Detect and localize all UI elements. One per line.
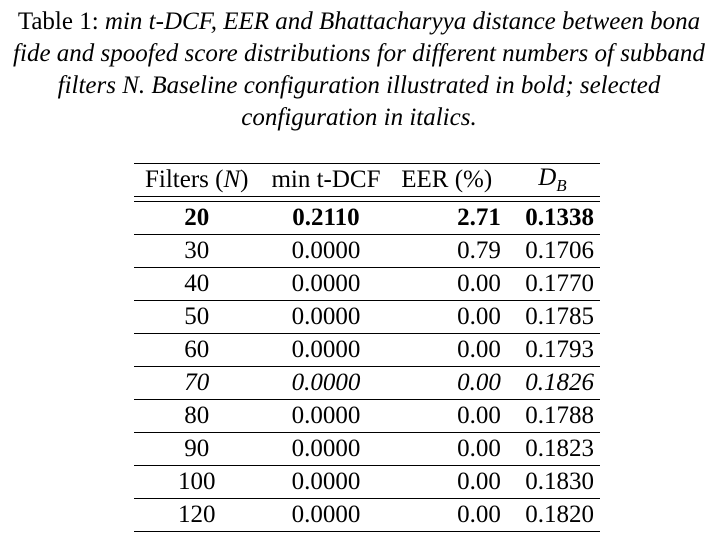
cell-db: 0.1793 (510, 333, 600, 367)
cell-db: 0.1788 (510, 399, 600, 433)
header-eer: EER (%) (392, 163, 511, 197)
cell-db: 0.1826 (510, 366, 600, 400)
cell-db: 0.1830 (510, 465, 600, 499)
cell-min-tdcf: 0.0000 (259, 234, 393, 268)
cell-eer: 0.79 (392, 234, 511, 268)
cell-min-tdcf: 0.0000 (259, 267, 393, 301)
table-row: 50 0.0000 0.00 0.1785 (134, 300, 600, 334)
cell-min-tdcf: 0.0000 (259, 333, 393, 367)
header-filters: Filters (N) (134, 163, 260, 197)
header-db-subscript: B (556, 176, 567, 195)
double-rule (134, 196, 600, 202)
cell-min-tdcf: 0.0000 (259, 432, 393, 466)
header-filters-suffix: ) (240, 166, 249, 193)
cell-filters: 20 (134, 201, 260, 235)
table-row: 120 0.0000 0.00 0.1820 (134, 498, 600, 532)
table-header: Filters (N) min t-DCF EER (%) DB (134, 163, 600, 197)
table-caption: Table 1: min t-DCF, EER and Bhattacharyy… (0, 6, 718, 134)
cell-min-tdcf: 0.0000 (259, 366, 393, 400)
cell-min-tdcf: 0.0000 (259, 300, 393, 334)
cell-db: 0.1820 (510, 498, 600, 532)
table-row: 100 0.0000 0.00 0.1830 (134, 465, 600, 499)
cell-eer: 0.00 (392, 432, 511, 466)
cell-eer: 0.00 (392, 267, 511, 301)
cell-eer: 0.00 (392, 333, 511, 367)
double-rule-cell (134, 196, 600, 202)
header-min-tdcf: min t-DCF (259, 163, 393, 197)
table-row: 90 0.0000 0.00 0.1823 (134, 432, 600, 466)
header-filters-symbol: N (223, 166, 241, 193)
cell-filters: 40 (134, 267, 260, 301)
table-row: 60 0.0000 0.00 0.1793 (134, 333, 600, 367)
cell-filters: 30 (134, 234, 260, 268)
cell-min-tdcf: 0.0000 (259, 465, 393, 499)
header-db-symbol: D (538, 164, 557, 191)
cell-db: 0.1338 (510, 201, 600, 235)
table-row: 80 0.0000 0.00 0.1788 (134, 399, 600, 433)
table-body: 20 0.2110 2.71 0.1338 30 0.0000 0.79 0.1706 40 0.… (134, 201, 600, 532)
cell-filters: 100 (134, 465, 260, 499)
cell-filters: 80 (134, 399, 260, 433)
cell-min-tdcf: 0.2110 (259, 201, 393, 235)
cell-min-tdcf: 0.0000 (259, 498, 393, 532)
caption-text: min t-DCF, EER and Bhattacharyya distanc… (13, 8, 705, 131)
cell-eer: 0.00 (392, 498, 511, 532)
cell-db: 0.1823 (510, 432, 600, 466)
cell-filters: 90 (134, 432, 260, 466)
cell-filters: 50 (134, 300, 260, 334)
table-row: 30 0.0000 0.79 0.1706 (134, 234, 600, 268)
cell-db: 0.1706 (510, 234, 600, 268)
cell-eer: 0.00 (392, 465, 511, 499)
results-table-container: Filters (N) min t-DCF EER (%) DB 20 0.211… (134, 163, 600, 532)
cell-filters: 120 (134, 498, 260, 532)
header-row: Filters (N) min t-DCF EER (%) DB (134, 163, 600, 197)
cell-min-tdcf: 0.0000 (259, 399, 393, 433)
cell-db: 0.1785 (510, 300, 600, 334)
caption-label: Table 1: (17, 8, 99, 35)
table-row: 40 0.0000 0.00 0.1770 (134, 267, 600, 301)
header-filters-prefix: Filters ( (144, 166, 224, 193)
cell-eer: 0.00 (392, 366, 511, 400)
table-row: 70 0.0000 0.00 0.1826 (134, 366, 600, 400)
cell-eer: 0.00 (392, 399, 511, 433)
cell-db: 0.1770 (510, 267, 600, 301)
cell-eer: 2.71 (392, 201, 511, 235)
cell-eer: 0.00 (392, 300, 511, 334)
header-db: DB (510, 163, 600, 197)
results-table: Filters (N) min t-DCF EER (%) DB 20 0.211… (134, 163, 600, 532)
cell-filters: 60 (134, 333, 260, 367)
cell-filters: 70 (134, 366, 260, 400)
table-row: 20 0.2110 2.71 0.1338 (134, 201, 600, 235)
